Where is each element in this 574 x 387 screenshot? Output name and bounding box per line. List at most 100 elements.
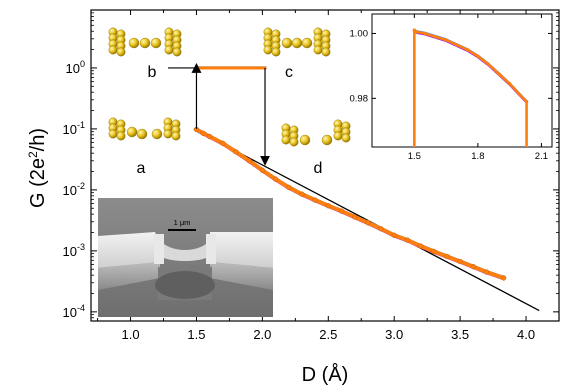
gold-atom bbox=[263, 45, 273, 55]
data-point bbox=[220, 140, 226, 146]
data-point bbox=[299, 191, 305, 197]
plot-frame bbox=[90, 9, 560, 322]
gold-atom bbox=[333, 131, 343, 141]
y-tick-label: 100 bbox=[66, 59, 85, 76]
gold-atom bbox=[271, 47, 281, 57]
fit-line-layer bbox=[193, 128, 540, 312]
sem-scale-label: 1 μm bbox=[174, 218, 191, 227]
data-point bbox=[417, 243, 424, 249]
data-point bbox=[378, 226, 384, 232]
configuration-b bbox=[108, 27, 182, 57]
inset-data-point bbox=[524, 99, 529, 104]
gold-atom bbox=[321, 47, 331, 57]
gold-atom bbox=[341, 133, 351, 143]
gold-atom bbox=[116, 131, 126, 141]
inset-data-point bbox=[465, 47, 469, 52]
gold-atom bbox=[116, 47, 126, 57]
configuration-label-c: c bbox=[285, 64, 293, 81]
data-point bbox=[246, 158, 252, 164]
gold-atom bbox=[299, 134, 311, 146]
data-point bbox=[312, 197, 318, 203]
configuration-a bbox=[108, 117, 181, 141]
gold-atom bbox=[313, 45, 323, 55]
data-point bbox=[352, 214, 358, 220]
gold-atom bbox=[163, 129, 173, 139]
gold-atom bbox=[301, 37, 313, 49]
gold-atom bbox=[321, 134, 333, 146]
inset-data-point bbox=[497, 72, 501, 76]
sem-right-electrode bbox=[210, 232, 273, 268]
inset-y-tick-label: 1.00 bbox=[350, 28, 369, 39]
data-point bbox=[483, 269, 490, 275]
inset-data-point bbox=[423, 31, 427, 36]
data-point bbox=[200, 130, 206, 136]
fit-line bbox=[193, 128, 540, 312]
gold-atom bbox=[139, 37, 151, 49]
configuration-label-b: b bbox=[148, 64, 157, 81]
gold-atom bbox=[289, 137, 299, 147]
inset-y-tick-label: 0.98 bbox=[350, 93, 369, 104]
configuration-d bbox=[281, 119, 351, 147]
inset-data-point bbox=[507, 82, 512, 86]
data-point bbox=[233, 149, 239, 155]
x-tick-label: 4.0 bbox=[517, 327, 535, 342]
gold-atom bbox=[291, 37, 303, 49]
configuration-label-d: d bbox=[314, 160, 323, 177]
gold-atom bbox=[172, 47, 182, 57]
inset-x-tick-label: 1.5 bbox=[408, 151, 421, 162]
x-tick-label: 3.0 bbox=[385, 327, 403, 342]
gold-atom bbox=[171, 131, 181, 141]
data-point bbox=[457, 258, 463, 265]
data-point bbox=[259, 167, 266, 173]
inset-x-tick-label: 2.1 bbox=[535, 151, 548, 162]
x-tick-label: 2.5 bbox=[319, 327, 337, 342]
gold-atom bbox=[164, 45, 174, 55]
x-axis-label: D (Å) bbox=[302, 363, 349, 386]
data-point bbox=[500, 275, 507, 281]
y-axis-label-superscript: 2 bbox=[26, 151, 40, 158]
gold-atom bbox=[126, 126, 138, 138]
x-tick-label: 1.5 bbox=[187, 327, 205, 342]
y-tick-label: 10-1 bbox=[63, 120, 85, 137]
y-axis-label: G (2e2/h) bbox=[26, 128, 49, 208]
gold-atom bbox=[281, 37, 293, 49]
inset-data-point bbox=[433, 35, 438, 39]
y-tick-label: 10-3 bbox=[63, 242, 85, 259]
data-point bbox=[404, 237, 411, 243]
inset-data-layer bbox=[412, 28, 529, 147]
data-point bbox=[206, 133, 213, 140]
inset-data-point bbox=[476, 54, 480, 58]
inset-frame bbox=[371, 13, 553, 148]
inset-data-point bbox=[444, 38, 448, 42]
arrows-layer bbox=[168, 62, 271, 166]
y-axis: 10-4 10-3 10-2 10-1 100 bbox=[63, 12, 559, 320]
gold-atom bbox=[151, 128, 163, 140]
inset-x-tick-label: 1.8 bbox=[471, 151, 484, 162]
sem-bridge bbox=[164, 244, 206, 261]
x-axis: 1.0 1.5 2.0 2.5 3.0 3.5 4.0 bbox=[97, 10, 535, 342]
data-point bbox=[431, 248, 437, 255]
x-tick-label: 1.0 bbox=[122, 327, 140, 342]
inset-axes: 1.5 1.8 2.1 0.98 1.00 bbox=[350, 14, 552, 162]
gold-atom bbox=[108, 129, 118, 139]
data-point bbox=[444, 253, 450, 260]
data-point bbox=[391, 232, 397, 238]
sem-micrograph: 1 μm bbox=[98, 198, 273, 317]
data-point bbox=[338, 208, 345, 214]
gold-atom bbox=[136, 128, 148, 140]
gold-atom bbox=[150, 37, 162, 49]
y-tick-label: 10-2 bbox=[63, 181, 85, 198]
x-tick-label: 3.5 bbox=[451, 327, 469, 342]
data-point bbox=[325, 203, 331, 209]
inset-data-point bbox=[414, 30, 419, 34]
data-point bbox=[286, 184, 292, 191]
configuration-c bbox=[263, 27, 331, 57]
configuration-label-a: a bbox=[137, 160, 146, 177]
x-tick-label: 2.0 bbox=[253, 327, 271, 342]
inset-data-point bbox=[518, 93, 522, 97]
sem-left-electrode bbox=[98, 232, 160, 268]
data-point bbox=[365, 220, 371, 226]
inset-data-point bbox=[486, 62, 491, 66]
data-point bbox=[470, 264, 476, 270]
gold-atom bbox=[108, 45, 118, 55]
